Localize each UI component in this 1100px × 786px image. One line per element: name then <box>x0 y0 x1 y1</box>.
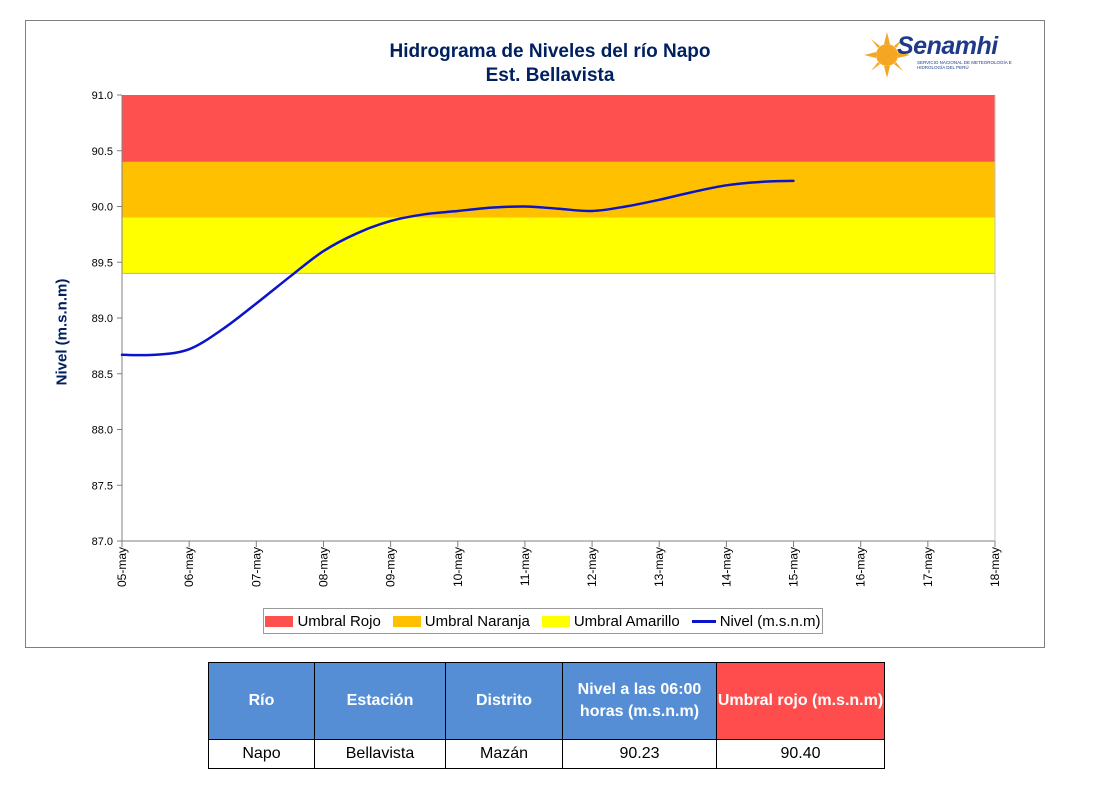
y-tick-label: 88.5 <box>92 369 113 381</box>
y-tick-label: 90.0 <box>92 202 113 214</box>
threshold-band-umbral-amarillo <box>122 217 995 274</box>
x-tick-label: 11-may <box>518 547 532 586</box>
x-tick-label: 12-may <box>585 547 599 587</box>
legend-swatch-rojo <box>265 615 294 627</box>
x-tick-label: 08-may <box>316 547 330 587</box>
legend-swatch-amarillo <box>541 615 570 627</box>
threshold-band-umbral-rojo <box>122 95 995 162</box>
table-row: Napo Bellavista Mazán 90.23 90.40 <box>208 739 885 769</box>
x-tick-label: 18-may <box>988 547 1002 587</box>
legend-label: Umbral Rojo <box>297 612 381 630</box>
header-rio: Río <box>208 662 315 740</box>
legend-item-amarillo: Umbral Amarillo <box>541 612 680 630</box>
y-tick-label: 89.5 <box>92 257 113 269</box>
header-umbral-rojo: Umbral rojo (m.s.n.m) <box>716 662 885 740</box>
chart-legend: Umbral Rojo Umbral Naranja Umbral Amaril… <box>263 608 823 634</box>
y-tick-label: 88.0 <box>92 425 113 437</box>
chart-plot: 87.0 87.5 88.0 88.5 89.0 89.5 90.0 90.5 91.0 05-m… <box>92 90 1002 587</box>
legend-label: Umbral Amarillo <box>573 612 680 630</box>
y-tick-label: 90.5 <box>92 146 113 158</box>
legend-item-rojo: Umbral Rojo <box>265 612 381 630</box>
y-tick-label: 87.0 <box>92 536 113 548</box>
cell-nivel: 90.23 <box>562 739 717 769</box>
chart-subtitle: Est. Bellavista <box>485 65 615 86</box>
header-distrito: Distrito <box>445 662 563 740</box>
x-tick-label: 06-may <box>182 547 196 587</box>
x-tick-label: 10-may <box>451 547 465 587</box>
legend-swatch-naranja <box>392 615 421 627</box>
header-estacion: Estación <box>314 662 446 740</box>
x-tick-label: 13-may <box>652 547 666 587</box>
x-tick-label: 16-may <box>854 547 868 587</box>
x-tick-label: 07-may <box>249 547 263 587</box>
x-tick-label: 14-may <box>719 547 733 587</box>
x-tick-label: 05-may <box>115 547 129 587</box>
legend-label: Umbral Naranja <box>424 612 530 630</box>
x-tick-label: 15-may <box>787 547 801 587</box>
header-nivel: Nivel a las 06:00 horas (m.s.n.m) <box>562 662 717 740</box>
legend-item-naranja: Umbral Naranja <box>392 612 530 630</box>
legend-item-nivel: Nivel (m.s.n.m) <box>691 612 821 630</box>
sun-icon <box>864 32 910 78</box>
legend-label: Nivel (m.s.n.m) <box>719 612 821 630</box>
y-tick-label: 91.0 <box>92 90 113 102</box>
series-line-nivel <box>120 179 795 357</box>
x-tick-label: 17-may <box>921 547 935 587</box>
table-header-row: Río Estación Distrito Nivel a las 06:00 … <box>208 662 885 740</box>
cell-rio: Napo <box>208 739 315 769</box>
chart-title: Hidrograma de Niveles del río Napo <box>389 41 711 62</box>
cell-estacion: Bellavista <box>314 739 446 769</box>
senamhi-logo: Senamhi SERVICIO NACIONAL DE METEOROLOGÍ… <box>862 30 1012 80</box>
x-tick-label: 09-may <box>384 547 398 587</box>
y-tick-label: 87.5 <box>92 480 113 492</box>
legend-swatch-nivel <box>691 619 716 623</box>
logo-tagline: SERVICIO NACIONAL DE METEOROLOGÍA E HIDR… <box>917 60 1012 70</box>
cell-distrito: Mazán <box>445 739 563 769</box>
y-tick-label: 89.0 <box>92 313 113 325</box>
cell-umbral-rojo: 90.40 <box>716 739 885 769</box>
logo-wordmark: Senamhi <box>897 32 998 60</box>
station-info-table: Río Estación Distrito Nivel a las 06:00 … <box>208 662 885 769</box>
